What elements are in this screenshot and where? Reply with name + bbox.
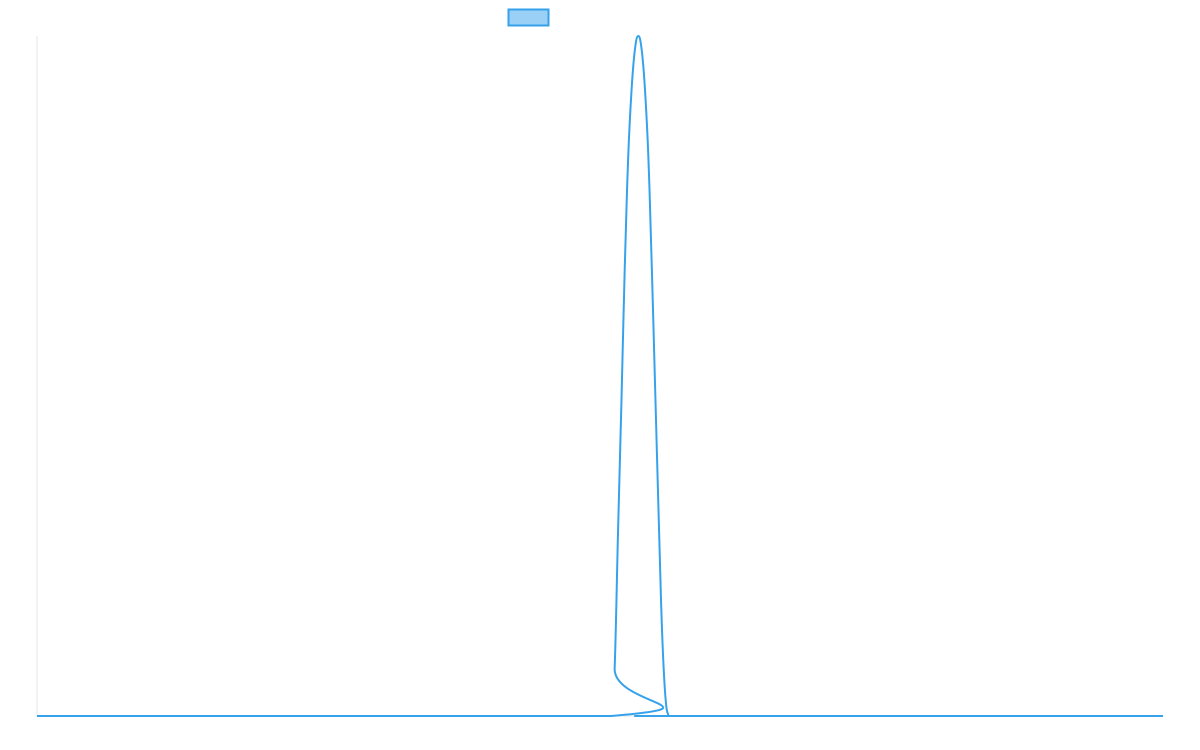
axes <box>36 36 1163 717</box>
series-layer <box>37 35 1163 718</box>
series-line <box>37 35 1163 718</box>
legend[interactable] <box>507 8 550 27</box>
legend-swatch[interactable] <box>507 8 550 27</box>
